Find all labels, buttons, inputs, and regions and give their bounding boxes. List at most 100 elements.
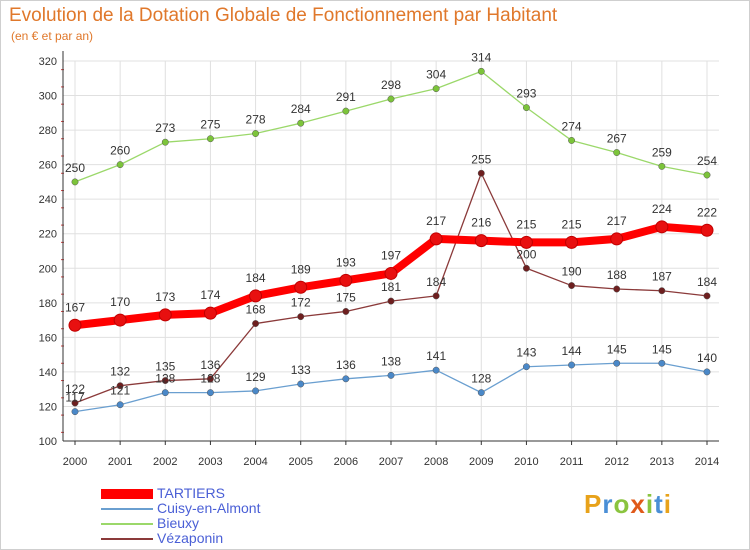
data-point-tartiers [158, 308, 172, 322]
y-tick-label: 140 [39, 367, 57, 379]
data-point-cuisy-en-almont [703, 368, 711, 376]
data-point-tartiers [68, 318, 82, 332]
legend-swatch-vezaponin [101, 537, 153, 540]
data-label-vezaponin: 187 [652, 270, 672, 284]
data-label-tartiers: 173 [155, 290, 175, 304]
data-label-tartiers: 222 [697, 205, 717, 219]
logo-letter: o [613, 489, 631, 519]
legend-item-cuisy-en-almont[interactable]: Cuisy-en-Almont [101, 501, 260, 516]
logo-letter: P [584, 489, 603, 519]
data-point-vezaponin [658, 287, 666, 295]
data-label-tartiers: 224 [652, 202, 672, 216]
data-label-cuisy-en-almont: 128 [200, 372, 220, 386]
data-point-vezaponin [568, 282, 576, 289]
x-tick-label: 2010 [514, 456, 538, 468]
data-point-bieuxy [71, 178, 79, 186]
data-point-bieuxy [342, 107, 350, 115]
data-point-vezaponin [342, 308, 350, 315]
logo-letter: i [645, 489, 655, 519]
data-label-tartiers: 216 [471, 216, 491, 230]
x-tick-label: 2013 [650, 456, 674, 468]
data-label-bieuxy: 259 [652, 145, 672, 159]
data-point-bieuxy [161, 138, 169, 146]
y-tick-label: 160 [39, 332, 57, 344]
x-tick-label: 2006 [334, 456, 358, 468]
data-label-tartiers: 197 [381, 248, 401, 262]
legend-label: Bieuxy [157, 515, 200, 531]
data-point-tartiers [565, 235, 579, 249]
data-label-cuisy-en-almont: 117 [65, 391, 84, 405]
proxiti-logo: Proxiti [584, 489, 672, 520]
data-label-bieuxy: 291 [336, 90, 356, 104]
logo-letter: i [663, 489, 672, 519]
data-point-tartiers [113, 313, 127, 327]
y-tick-label: 320 [39, 56, 57, 68]
data-label-layer: 167 170 173 174 184 189 193 197 217 216 215 215 217 2… [65, 50, 717, 404]
series-layer [68, 67, 714, 416]
y-tick-label: 300 [39, 91, 57, 103]
logo-letter: t [654, 489, 664, 519]
data-label-bieuxy: 260 [110, 144, 130, 158]
data-label-tartiers: 184 [246, 271, 266, 285]
data-point-cuisy-en-almont [568, 361, 576, 369]
data-point-vezaponin [522, 264, 530, 272]
data-label-tartiers: 189 [291, 262, 311, 276]
data-point-cuisy-en-almont [613, 359, 621, 367]
data-label-bieuxy: 304 [426, 68, 446, 82]
legend-label: TARTIERS [157, 485, 225, 501]
legend-item-bieuxy[interactable]: Bieuxy [101, 516, 260, 531]
data-label-vezaponin: 181 [381, 280, 401, 294]
data-label-cuisy-en-almont: 129 [246, 370, 266, 384]
data-label-bieuxy: 298 [381, 78, 401, 92]
data-point-cuisy-en-almont [252, 387, 260, 395]
data-label-vezaponin: 168 [246, 303, 266, 317]
y-tick-label: 260 [39, 160, 57, 172]
y-tick-label: 240 [39, 194, 57, 206]
legend-label: Cuisy-en-Almont [157, 500, 261, 516]
legend-item-tartiers[interactable]: TARTIERS [101, 486, 260, 501]
data-point-bieuxy [613, 149, 621, 156]
data-label-bieuxy: 275 [200, 118, 220, 132]
legend-label: Vézaponin [157, 530, 224, 546]
y-tick-label: 220 [39, 229, 57, 241]
data-point-vezaponin [477, 169, 485, 177]
data-point-bieuxy [658, 162, 666, 170]
x-tick-label: 2002 [153, 456, 177, 468]
chart-title: Evolution de la Dotation Globale de Fonc… [9, 5, 558, 26]
legend: TARTIERS Cuisy-en-Almont Bieuxy Vézaponi… [101, 486, 260, 546]
data-point-tartiers [339, 273, 353, 287]
x-tick-label: 2001 [108, 456, 132, 468]
data-point-cuisy-en-almont [522, 363, 530, 371]
data-point-bieuxy [568, 137, 576, 144]
data-label-bieuxy: 267 [607, 132, 627, 146]
data-point-cuisy-en-almont [161, 389, 169, 397]
data-label-cuisy-en-almont: 141 [426, 349, 446, 363]
data-label-bieuxy: 274 [562, 119, 582, 133]
data-point-cuisy-en-almont [206, 389, 214, 397]
data-point-bieuxy [703, 171, 711, 179]
logo-letter: r [602, 489, 614, 519]
data-point-tartiers [610, 232, 624, 246]
data-label-tartiers: 217 [426, 214, 446, 228]
x-tick-label: 2008 [424, 456, 448, 468]
x-tick-label: 2000 [63, 456, 87, 468]
data-point-vezaponin [116, 382, 124, 390]
data-point-cuisy-en-almont [116, 401, 124, 409]
data-label-vezaponin: 172 [291, 296, 311, 310]
x-tick-label: 2003 [198, 456, 222, 468]
data-label-cuisy-en-almont: 144 [562, 344, 582, 358]
data-label-cuisy-en-almont: 145 [607, 342, 627, 356]
data-point-cuisy-en-almont [658, 359, 666, 367]
legend-item-vezaponin[interactable]: Vézaponin [101, 531, 260, 546]
x-tick-label: 2007 [379, 456, 403, 468]
data-label-cuisy-en-almont: 143 [516, 346, 536, 360]
data-label-tartiers: 215 [562, 217, 582, 231]
data-point-bieuxy [297, 119, 305, 127]
logo-letter: x [630, 489, 646, 519]
data-point-cuisy-en-almont [342, 375, 350, 383]
y-tick-label: 180 [39, 298, 57, 310]
grid-layer [63, 60, 719, 442]
data-label-cuisy-en-almont: 140 [697, 351, 717, 365]
